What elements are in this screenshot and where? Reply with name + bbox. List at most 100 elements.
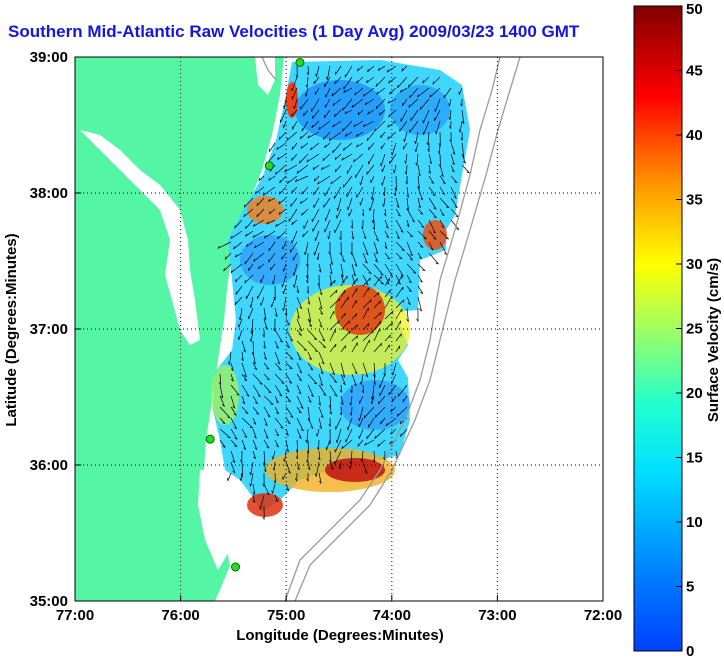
velocity-vector-head: [363, 236, 367, 240]
velocity-vector: [285, 428, 289, 436]
velocity-vector: [285, 439, 289, 453]
colorbar-tick-label: 10: [686, 514, 703, 531]
y-tick-label: 37:00: [30, 321, 68, 338]
velocity-vector: [406, 186, 409, 198]
velocity-vector-head: [430, 248, 434, 251]
velocity-vector: [417, 164, 421, 177]
velocity-vector: [344, 109, 353, 115]
velocity-vector-head: [374, 414, 377, 418]
grid-lines: [75, 57, 603, 601]
velocity-vector-head: [432, 231, 436, 234]
velocity-vector-head: [306, 459, 309, 463]
velocity-vector: [238, 318, 243, 328]
velocity-vector: [362, 307, 369, 320]
velocity-vector: [285, 373, 293, 384]
velocity-vector: [266, 219, 276, 225]
velocity-vector: [373, 275, 382, 287]
velocity-vector-head: [350, 225, 353, 229]
velocity-vector-head: [419, 280, 423, 283]
velocity-vector: [415, 131, 419, 145]
velocity-vector: [318, 285, 323, 295]
velocity-vector: [340, 313, 346, 320]
velocity-vector: [450, 208, 459, 218]
velocity-vector-head: [320, 383, 323, 387]
velocity-vector: [318, 450, 321, 461]
velocity-vector: [378, 109, 386, 116]
velocity-vector: [392, 362, 397, 376]
velocity-vector-head: [377, 292, 380, 296]
velocity-vector: [404, 131, 408, 142]
velocity-vector-head: [315, 73, 317, 77]
velocity-vector-head: [310, 368, 314, 371]
velocity-vector: [390, 406, 397, 413]
velocity-vector-head: [245, 233, 247, 237]
velocity-vector-head: [289, 367, 293, 370]
velocity-vector-head: [245, 225, 247, 229]
pamlico-sound: [198, 470, 230, 570]
velocity-vector: [296, 318, 303, 332]
x-tick-label: 76:00: [161, 607, 199, 624]
velocity-vector: [458, 87, 463, 95]
velocity-vector-head: [305, 275, 308, 279]
velocity-vector: [346, 186, 353, 198]
velocity-vector: [318, 395, 321, 406]
velocity-vector-head: [306, 280, 309, 284]
velocity-vector-head: [348, 466, 351, 470]
velocity-vector: [362, 362, 369, 378]
velocity-vector: [344, 65, 353, 78]
velocity-vector: [417, 230, 427, 240]
velocity-vector: [252, 428, 257, 439]
velocity-vector: [230, 230, 243, 239]
velocity-vector-head: [455, 215, 459, 218]
velocity-vector-head: [354, 371, 358, 375]
velocity-vector-head: [243, 447, 246, 450]
velocity-vector-head: [249, 472, 252, 476]
velocity-vector: [288, 208, 298, 222]
velocity-vector: [373, 362, 376, 378]
velocity-vector: [291, 153, 298, 161]
velocity-vector-head: [286, 389, 290, 393]
velocity-vector: [366, 164, 375, 175]
velocity-vector-head: [321, 166, 324, 170]
velocity-vector: [219, 439, 226, 448]
velocity-vector: [427, 131, 430, 145]
velocity-vector-head: [292, 272, 295, 276]
velocity-vector: [417, 296, 422, 312]
velocity-vector: [361, 373, 364, 385]
velocity-vector: [303, 219, 309, 229]
y-tick-label: 35:00: [30, 593, 68, 610]
velocity-vector-head: [420, 291, 424, 295]
velocity-vector-head: [458, 129, 461, 133]
velocity-vector-head: [419, 308, 422, 312]
velocity-vector: [263, 483, 270, 496]
velocity-vector: [395, 197, 400, 208]
velocity-vector: [219, 395, 225, 407]
velocity-vector-head: [221, 404, 225, 407]
velocity-vector-head: [456, 228, 460, 231]
velocity-vector-head: [343, 147, 345, 151]
velocity-vector-head: [279, 180, 281, 184]
velocity-vector-head: [329, 271, 333, 275]
velocity-vector: [278, 131, 287, 140]
velocity-vector-head: [319, 426, 322, 429]
velocity-vector: [284, 164, 298, 173]
velocity-vector: [384, 278, 390, 287]
velocity-vector: [283, 296, 287, 312]
velocity-vector-head: [324, 144, 326, 148]
velocity-vector-head: [252, 223, 256, 227]
velocity-vector-head: [239, 477, 242, 481]
velocity-vector: [373, 291, 380, 298]
velocity-vector-head: [368, 272, 372, 275]
velocity-vector-head: [238, 316, 241, 321]
velocity-vector-head: [332, 102, 335, 106]
velocity-vector-head: [367, 68, 369, 73]
velocity-vector-head: [322, 346, 326, 348]
velocity-vector-head: [340, 402, 344, 406]
velocity-vector: [347, 197, 353, 211]
velocity-vector-head: [377, 443, 380, 447]
velocity-vector: [256, 197, 265, 207]
velocity-vector-head: [278, 211, 281, 215]
velocity-vector-head: [234, 426, 237, 430]
velocity-vector-head: [396, 236, 400, 239]
